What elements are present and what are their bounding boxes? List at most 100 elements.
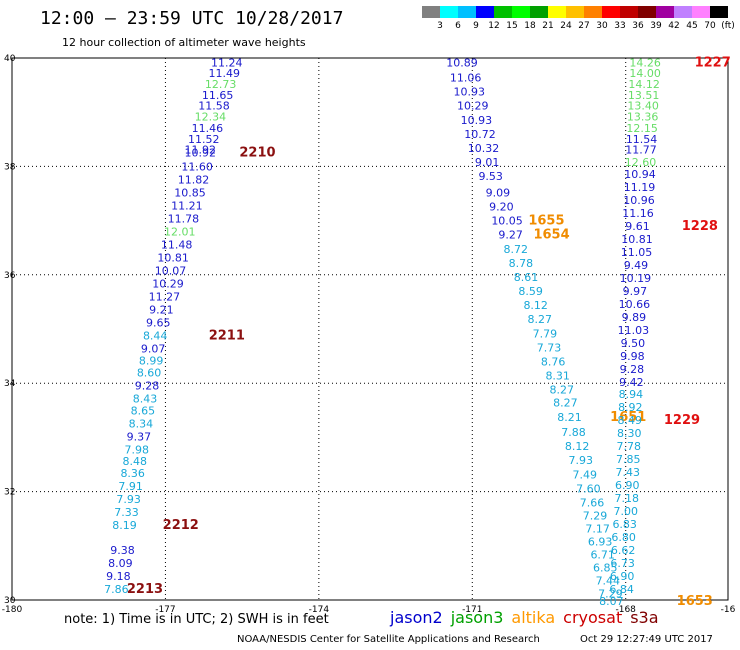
wave-height-value: 7.79 [533,327,558,340]
legend-label: 42 [668,21,680,31]
wave-height-value: 10.05 [491,215,523,228]
time-label: 1653 [677,594,713,609]
wave-height-value: 9.49 [624,259,649,272]
wave-height-value: 8.12 [523,299,548,312]
wave-height-value: 9.18 [106,570,131,583]
wave-height-value: 8.92 [618,401,643,414]
legend-label: 33 [614,21,626,31]
wave-height-value: 7.98 [125,443,150,456]
footnote: note: 1) Time is in UTC; 2) SWH is in fe… [64,612,329,627]
wave-height-value: 7.93 [116,493,141,506]
wave-height-value: 7.43 [616,466,641,479]
wave-height-value: 8.09 [108,557,133,570]
wave-height-value: 7.73 [537,341,562,354]
legend-swatch [512,6,530,18]
wave-height-value: 14.26 [629,56,661,69]
wave-height-value: 10.96 [623,194,655,207]
wave-height-value: 14.12 [628,78,660,91]
wave-height-value: 6.71 [590,548,615,561]
x-tick-label: -177 [155,605,175,615]
wave-height-value: 7.66 [580,496,605,509]
wave-height-value: 8.27 [553,397,578,410]
legend-swatch [494,6,512,18]
wave-height-value: 10.29 [152,277,184,290]
legend-swatch [692,6,710,18]
x-tick-label: -174 [309,605,330,615]
legend-label: 39 [650,21,662,31]
legend-swatch [602,6,620,18]
legend-label: 36 [632,21,644,31]
wave-height-value: 8.49 [618,414,643,427]
generated-timestamp: Oct 29 12:27:49 UTC 2017 [580,634,713,645]
legend-swatch [674,6,692,18]
wave-height-value: 8.72 [504,243,529,256]
wave-height-value: 8.60 [137,366,162,379]
wave-height-value: 11.82 [178,173,210,186]
time-label: 2211 [209,329,245,344]
time-label: 1651 [610,410,646,425]
wave-height-value: 9.28 [620,363,645,376]
wave-height-value: 11.52 [188,133,220,146]
wave-height-value: 11.03 [618,324,650,337]
wave-height-value: 7.85 [616,453,641,466]
satellite-s3a: s3a [630,608,659,627]
legend-label: 45 [686,21,698,31]
wave-height-value: 10.81 [157,251,189,264]
wave-height-value: 8.94 [619,388,644,401]
wave-height-value: 12.01 [164,225,196,238]
satellite-cryosat: cryosat [563,608,623,627]
wave-height-value: 7.17 [585,522,610,535]
wave-height-value: 11.58 [198,100,230,113]
wave-height-value: 8.31 [545,370,570,383]
wave-height-value: 6.80 [611,531,636,544]
legend-swatch [530,6,548,18]
y-tick-label: 34 [4,379,16,389]
wave-height-value: 8.76 [541,356,566,369]
y-tick-label: 32 [4,488,15,498]
wave-height-value: 8.78 [509,257,534,270]
wave-height-value: 7.91 [118,480,143,493]
wave-height-value: 12.15 [626,122,658,135]
wave-height-value: 9.98 [620,350,645,363]
time-label: 1228 [682,219,718,234]
wave-height-value: 13.40 [627,100,659,113]
wave-height-value: 11.16 [622,207,654,220]
wave-height-value: 7.29 [598,587,623,600]
time-label: 1229 [664,413,700,428]
legend-label: (ft) [721,21,735,31]
wave-height-value: 6.62 [611,544,636,557]
wave-height-value: 9.50 [621,337,646,350]
chart-subtitle: 12 hour collection of altimeter wave hei… [62,36,306,49]
x-tick-label: -16 [721,605,736,615]
legend-label: 12 [488,21,500,31]
color-scale-legend [422,6,728,18]
wave-height-value: 13.36 [627,111,659,124]
wave-height-value: 10.89 [446,56,478,69]
legend-swatch [620,6,638,18]
wave-height-value: 8.34 [129,417,154,430]
satellite-jason3: jason3 [450,608,504,627]
legend-label: 70 [704,21,716,31]
y-tick-label: 36 [4,271,16,281]
wave-height-value: 7.33 [114,506,139,519]
wave-height-value: 6.85 [593,561,618,574]
wave-height-value: 9.65 [146,316,171,329]
wave-height-value: 11.49 [208,67,240,80]
wave-height-value: 10.66 [619,298,651,311]
y-tick-label: 38 [4,162,16,172]
wave-height-value: 10.93 [461,114,493,127]
legend-label: 9 [473,21,479,31]
wave-height-value: 10.94 [624,168,656,181]
wave-height-value: 8.27 [528,313,553,326]
x-tick-label: -171 [462,605,482,615]
wave-height-value: 7.86 [104,583,129,596]
wave-height-value: 12.73 [205,78,237,91]
legend-swatch [566,6,584,18]
x-tick-label: -180 [2,605,23,615]
wave-height-value: 8.43 [133,392,158,405]
wave-height-value: 10.81 [621,233,653,246]
legend-swatch [584,6,602,18]
x-tick-label: -168 [615,605,636,615]
legend-swatch [458,6,476,18]
